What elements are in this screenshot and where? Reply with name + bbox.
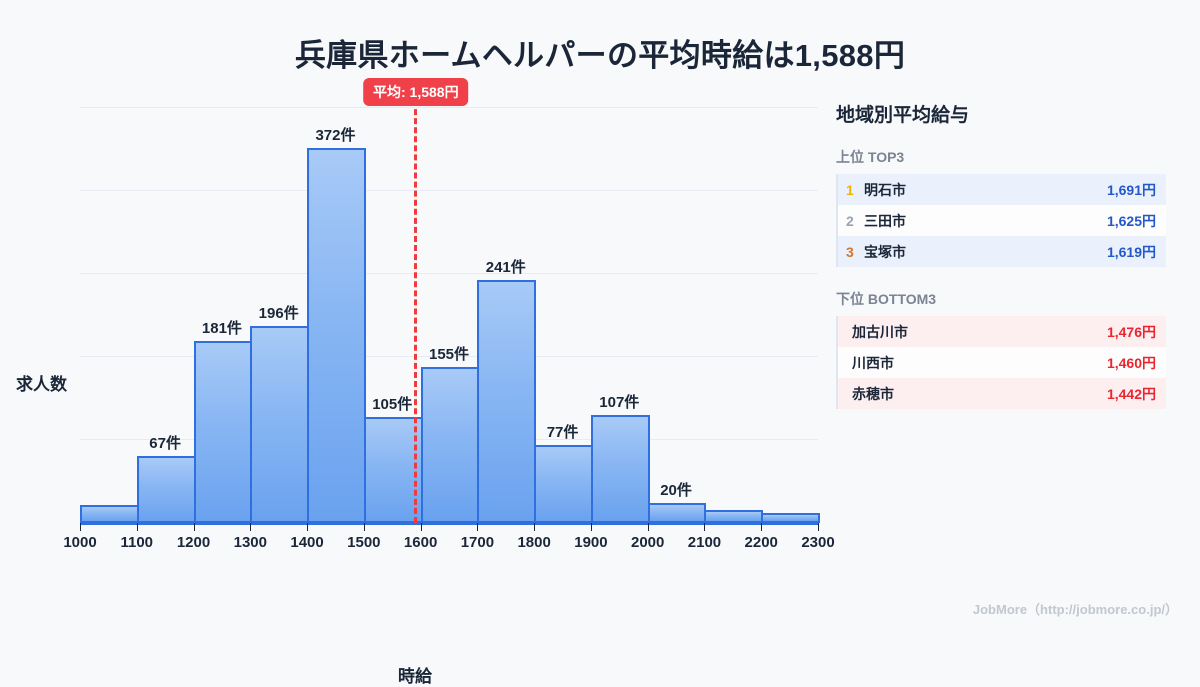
x-axis-tick	[647, 523, 649, 531]
bar-value-label: 67件	[149, 434, 181, 452]
x-axis-tick-label: 1500	[347, 534, 381, 551]
x-axis-tick-label: 2300	[801, 534, 835, 551]
top3-row: 3 宝塚市 1,619円	[838, 236, 1166, 267]
x-axis-tick	[363, 523, 365, 531]
rank-number: 1	[846, 181, 854, 198]
average-line	[413, 100, 417, 523]
histogram-bar	[420, 366, 480, 523]
bar-value-label: 241件	[485, 259, 526, 277]
bar-value-label: 181件	[201, 319, 242, 337]
salary-value: 1,476円	[1106, 323, 1156, 340]
x-axis-tick	[420, 523, 422, 531]
bottom3-row: 川西市 1,460円	[838, 347, 1166, 378]
salary-value: 1,625円	[1106, 212, 1156, 229]
average-badge: 平均: 1,588円	[363, 78, 469, 106]
city-name: 川西市	[852, 354, 894, 371]
city-name: 赤穂市	[852, 385, 894, 402]
plot-area: 67件 181件 196件 372件 105件 155件 241件 77件 107件 20件 平均:…	[80, 78, 820, 523]
city-name: 明石市	[864, 181, 906, 198]
top3-list: 1 明石市 1,691円 2 三田市 1,625円 3 宝塚市 1,619円	[836, 174, 1166, 267]
x-axis-title: 時給	[398, 667, 432, 686]
rank-number: 3	[846, 243, 854, 260]
x-axis-tick-label: 1000	[63, 534, 97, 551]
histogram-bar	[761, 512, 820, 523]
gridline	[80, 107, 818, 109]
x-axis-tick-label: 1100	[120, 534, 154, 551]
watermark: JobMore（http://jobmore.co.jp/）	[972, 602, 1178, 617]
x-axis-tick	[590, 523, 592, 531]
x-axis-tick-label: 1400	[290, 534, 324, 551]
x-axis-tick	[761, 523, 763, 531]
x-axis-tick	[534, 523, 536, 531]
x-axis-tick-label: 2000	[631, 534, 665, 551]
rank-number: 2	[846, 212, 854, 229]
bottom3-row: 赤穂市 1,442円	[838, 378, 1166, 409]
salary-value: 1,691円	[1106, 181, 1156, 198]
bar-value-label: 105件	[372, 396, 413, 414]
histogram-bar	[534, 445, 593, 523]
x-axis-tick-label: 1800	[517, 534, 551, 551]
gridline	[80, 190, 818, 192]
city-name: 三田市	[864, 212, 906, 229]
bar-value-label: 155件	[428, 345, 470, 363]
gridline	[80, 273, 818, 275]
x-axis-tick	[307, 523, 309, 531]
x-axis-tick-label: 1900	[574, 534, 608, 551]
top3-label: 上位 TOP3	[836, 149, 905, 165]
infographic-page: 兵庫県ホームヘルパーの平均時給は1,588円 求人数 67件 181件 196件 37…	[0, 38, 1178, 686]
top3-row: 1 明石市 1,691円	[838, 174, 1166, 205]
histogram-bar	[193, 340, 253, 523]
x-axis-tick-label: 1600	[403, 534, 438, 551]
salary-value: 1,619円	[1106, 243, 1156, 260]
x-axis-tick	[818, 523, 819, 531]
histogram-bar	[590, 415, 650, 523]
bar-value-label: 107件	[599, 394, 640, 412]
top3-row: 2 三田市 1,625円	[838, 205, 1166, 236]
bottom3-list: 加古川市 1,476円川西市 1,460円赤穂市 1,442円	[836, 316, 1166, 409]
histogram-bar	[136, 455, 196, 523]
histogram-bar	[647, 502, 707, 523]
bar-value-label: 372件	[315, 127, 356, 145]
sidebar-title: 地域別平均給与	[836, 105, 970, 126]
x-axis-tick-label: 1300	[233, 534, 267, 551]
x-axis-tick	[193, 523, 195, 531]
bar-value-label: 196件	[258, 304, 299, 322]
x-axis-line	[80, 523, 818, 525]
x-axis-tick-label: 1700	[460, 534, 495, 551]
x-axis-tick-label: 1200	[176, 534, 211, 551]
x-axis-tick	[477, 523, 479, 531]
gridline	[80, 356, 818, 358]
bottom3-row: 加古川市 1,476円	[838, 316, 1166, 347]
x-axis-tick	[136, 523, 138, 531]
y-axis-title: 求人数	[16, 375, 67, 394]
histogram-bar	[477, 280, 537, 523]
x-axis-tick-label: 2100	[687, 534, 722, 551]
city-name: 加古川市	[852, 323, 908, 340]
histogram-bar	[80, 504, 139, 523]
regional-salary-panel: 地域別平均給与 上位 TOP3 1 明石市 1,691円 2 三田市 1,625円 3 宝塚市…	[836, 100, 1166, 431]
histogram-bar	[704, 509, 764, 523]
x-axis-tick	[704, 523, 706, 531]
city-name: 宝塚市	[864, 243, 906, 260]
salary-value: 1,442円	[1106, 385, 1156, 402]
histogram-chart: 求人数 67件 181件 196件 372件 105件 155件 241件 77件 107件 20…	[0, 78, 835, 686]
x-axis-tick	[250, 523, 252, 531]
x-axis-tick-label: 2200	[744, 534, 778, 551]
bar-value-label: 20件	[660, 481, 692, 499]
x-axis-tick	[80, 523, 81, 531]
page-title: 兵庫県ホームヘルパーの平均時給は1,588円	[294, 38, 906, 73]
histogram-bar	[250, 325, 310, 523]
salary-value: 1,460円	[1106, 354, 1156, 371]
histogram-bar	[307, 148, 366, 523]
bottom3-label: 下位 BOTTOM3	[836, 291, 937, 307]
bar-value-label: 77件	[546, 424, 579, 442]
